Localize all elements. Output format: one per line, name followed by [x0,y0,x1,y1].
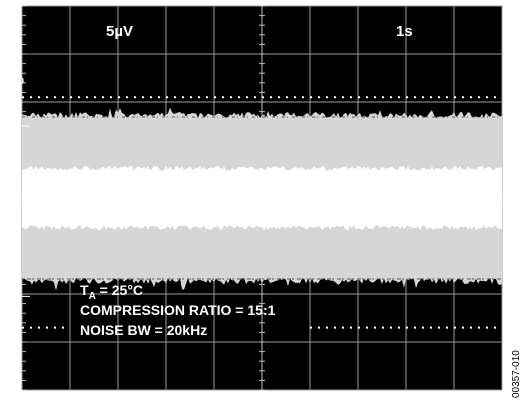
temperature-symbol: T [80,282,89,298]
temperature-annotation: TA = 25°C [80,282,143,302]
ref-label-100: 100 [9,76,24,86]
time-scale-label: 1s [396,23,413,40]
vertical-scale-label: 5µV [106,23,133,40]
noise-band-core [22,165,502,231]
ref-label-90: 90 [12,98,22,108]
temperature-subscript: A [89,291,96,302]
reference-dotted-lines [22,96,502,329]
ref-label-10: 10 [12,291,22,301]
noise-bandwidth-annotation: NOISE BW = 20kHz [80,322,207,338]
figure-id: 00357-010 [511,350,522,398]
temperature-value: = 25°C [96,282,143,298]
compression-ratio-annotation: COMPRESSION RATIO = 15:1 [80,302,276,318]
noise-band [22,107,502,291]
ref-label-0: 0% [8,316,21,326]
